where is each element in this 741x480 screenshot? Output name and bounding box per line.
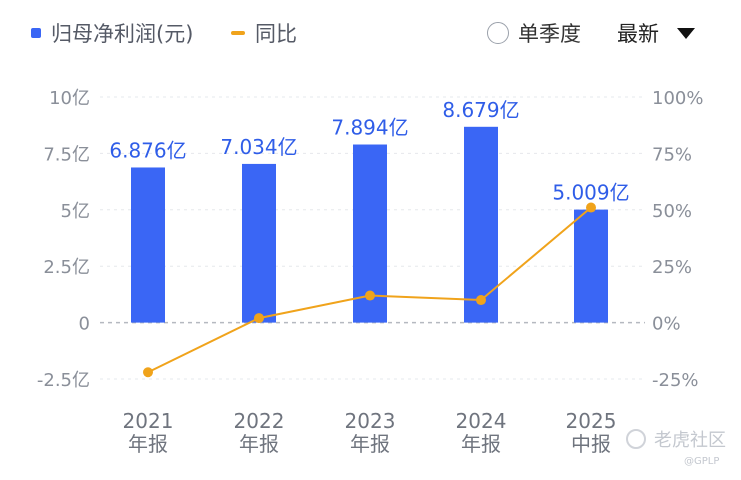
y-right-tick-label: 50% (652, 201, 692, 222)
x-tick-label: 2023 年报 (345, 409, 396, 456)
brand-logo-icon (626, 429, 646, 449)
legend-swatch-bar (31, 28, 41, 38)
legend-item-profit: 归母净利润(元) (31, 18, 193, 48)
sort-dropdown-label: 最新 (617, 22, 659, 46)
watermark: 老虎社区 (626, 426, 726, 452)
yoy-point (476, 295, 486, 306)
legend-label-yoy: 同比 (255, 22, 297, 46)
bar-data-label: 7.894亿 (331, 116, 408, 140)
bar (131, 167, 165, 323)
x-tick-label: 2025 中报 (566, 409, 617, 456)
bar-data-label: 8.679亿 (442, 98, 519, 122)
x-tick-label: 2021 年报 (123, 409, 174, 456)
y-left-tick-label: 5亿 (61, 201, 90, 222)
single-quarter-toggle[interactable]: 单季度 (487, 18, 581, 48)
yoy-point (586, 202, 596, 213)
y-left-tick-label: 7.5亿 (43, 144, 90, 165)
bar (574, 209, 608, 323)
legend-item-yoy: 同比 (231, 18, 297, 48)
x-tick-label: 2024 年报 (456, 409, 507, 456)
yoy-point (254, 313, 264, 324)
y-left-tick-label: 0 (79, 314, 90, 335)
y-right-tick-label: 100% (652, 88, 703, 109)
bar (242, 163, 276, 323)
y-right-tick-label: 25% (652, 257, 692, 278)
y-right-tick-label: 75% (652, 144, 692, 165)
yoy-point (143, 367, 153, 378)
y-right-tick-label: 0% (652, 314, 681, 335)
bar (464, 126, 498, 323)
yoy-point (365, 290, 375, 301)
y-left-tick-label: -2.5亿 (37, 370, 90, 391)
x-tick-label: 2022 年报 (234, 409, 285, 456)
chart-legend: 归母净利润(元) 同比 单季度 最新 (0, 0, 741, 64)
bar-data-label: 6.876亿 (109, 138, 186, 162)
watermark-brand: 老虎社区 (654, 430, 726, 451)
caret-down-icon[interactable] (677, 27, 695, 39)
y-right-tick-label: -25% (652, 370, 699, 391)
radio-circle-icon[interactable] (487, 22, 509, 44)
legend-label-profit: 归母净利润(元) (51, 22, 194, 46)
bar-data-label: 7.034亿 (220, 135, 297, 159)
y-left-tick-label: 2.5亿 (43, 257, 90, 278)
sort-dropdown[interactable]: 最新 (617, 18, 695, 48)
watermark-handle: @GPLP (684, 456, 720, 467)
legend-swatch-line (231, 31, 245, 35)
single-quarter-label: 单季度 (518, 22, 581, 46)
bar-data-label: 5.009亿 (552, 181, 629, 205)
y-left-tick-label: 10亿 (49, 88, 90, 109)
